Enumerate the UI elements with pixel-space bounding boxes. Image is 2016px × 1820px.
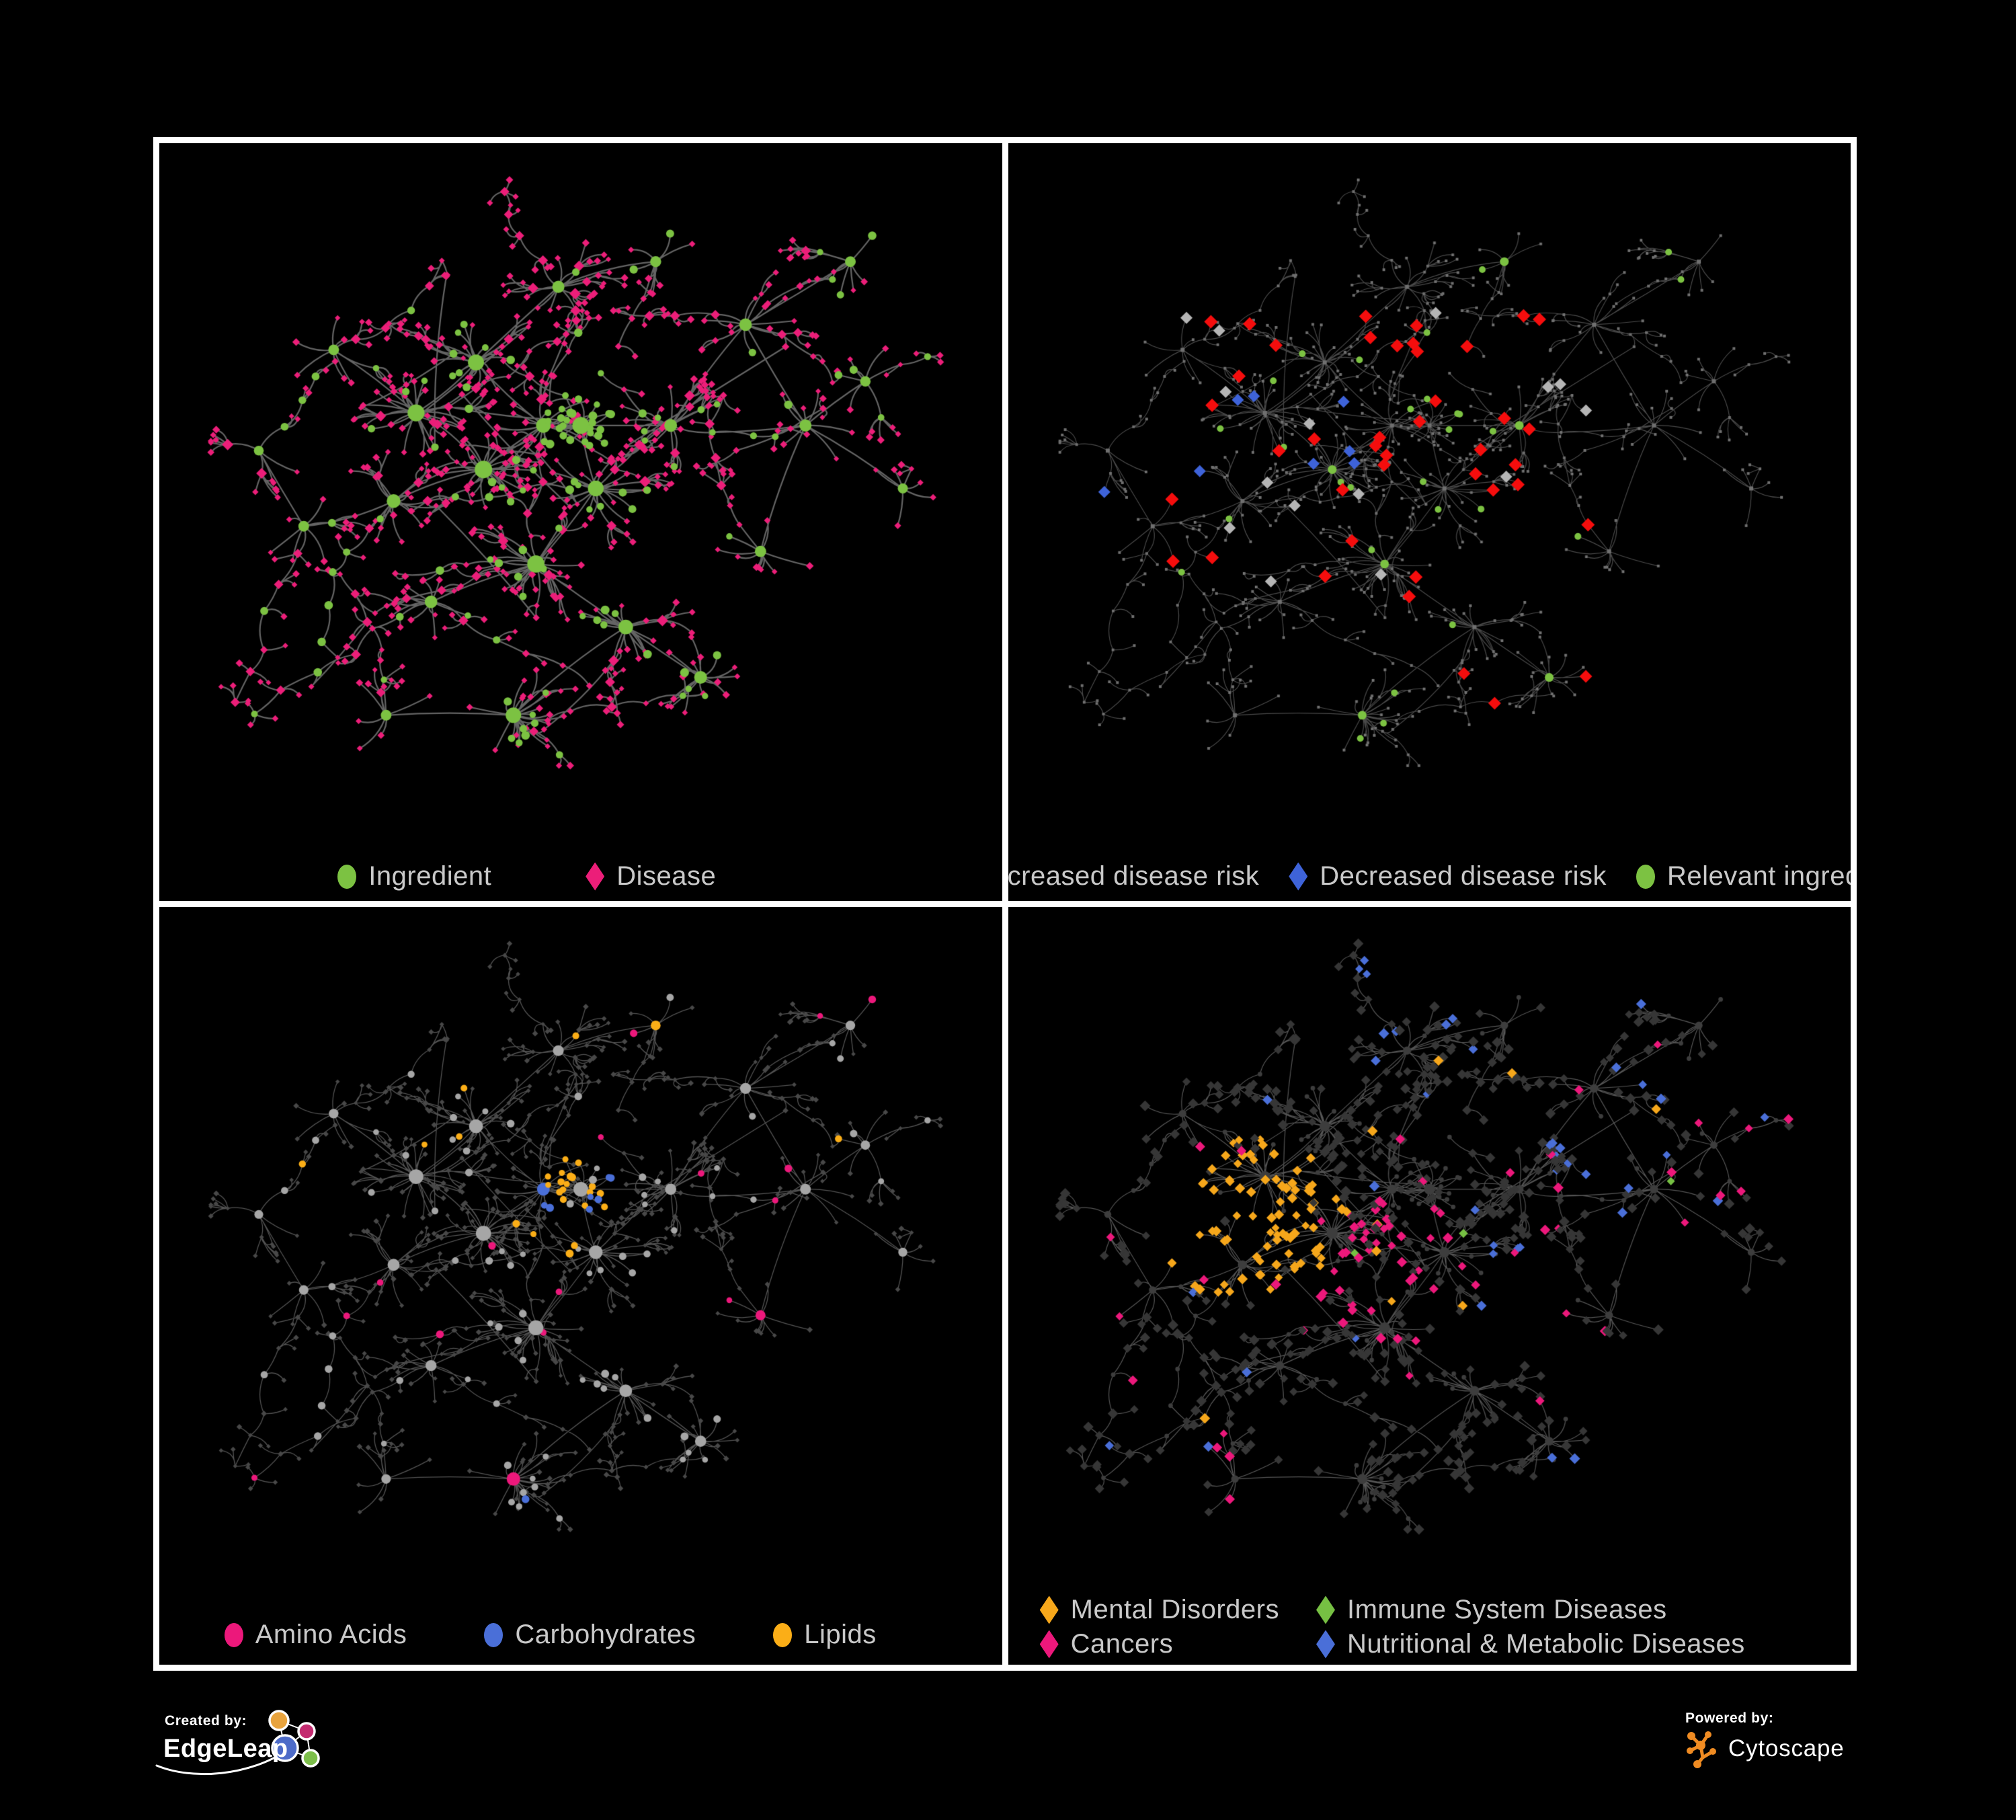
legend-label: Ingredient (368, 861, 492, 891)
cancers-diamond-icon (1039, 1630, 1059, 1659)
legend-disease-risk: Increased disease risk Decreased disease… (1008, 861, 1851, 892)
legend-item-carbohydrates: Carbohydrates (484, 1620, 696, 1650)
panel-disease-risk: Increased disease risk Decreased disease… (1008, 143, 1851, 901)
legend-label: Lipids (804, 1620, 877, 1649)
immune-system-diamond-icon (1316, 1595, 1335, 1624)
legend-label: Amino Acids (255, 1620, 407, 1649)
cytoscape-logo-text: Cytoscape (1728, 1735, 1845, 1762)
legend-item-nutritional-metabolic-diseases: Nutritional & Metabolic Diseases (1316, 1629, 1745, 1659)
created-by-label: Created by: (165, 1713, 247, 1729)
legend-item-disease: Disease (586, 861, 716, 892)
legend-item-lipids: Lipids (773, 1620, 877, 1650)
decreased-risk-diamond-icon (1289, 862, 1308, 891)
lipids-circle-icon (773, 1622, 793, 1647)
ingredient-circle-icon (337, 864, 357, 889)
edgeleap-branding: Created by: EdgeLeap (155, 1709, 505, 1803)
mental-disorders-diamond-icon (1039, 1595, 1059, 1624)
legend-label: Increased disease risk (1008, 861, 1260, 891)
relevant-ingredient-circle-icon (1636, 864, 1656, 889)
legend-disease-categories: Mental Disorders Immune System Diseases … (1008, 1595, 1814, 1659)
legend-label: Disease (616, 861, 717, 891)
disease-diamond-icon (586, 862, 605, 891)
legend-nutrient-classes: Amino Acids Carbohydrates Lipids (159, 1620, 972, 1650)
legend-item-relevant-ingredient: Relevant ingredient (1636, 861, 1851, 892)
carbohydrates-circle-icon (484, 1622, 503, 1647)
edgeleap-logo-text: EdgeLeap (163, 1735, 288, 1763)
network-graph-disease-categories (1008, 907, 1851, 1665)
legend-label: Relevant ingredient (1667, 861, 1851, 891)
legend-label: Carbohydrates (515, 1620, 696, 1649)
amino-acids-circle-icon (224, 1622, 243, 1647)
legend-item-amino-acids: Amino Acids (224, 1620, 407, 1650)
network-graph-disease-risk (1008, 143, 1851, 901)
legend-label: Decreased disease risk (1320, 861, 1607, 891)
legend-item-cancers: Cancers (1039, 1629, 1174, 1659)
legend-item-increased-risk: Increased disease risk (1008, 861, 1260, 892)
panel-grid: Ingredient Disease Increased disease ris… (153, 137, 1857, 1671)
legend-item-immune-system-diseases: Immune System Diseases (1316, 1595, 1667, 1625)
network-graph-ingredient-disease (159, 143, 1002, 901)
legend-label: Immune System Diseases (1347, 1595, 1667, 1624)
legend-ingredient-disease: Ingredient Disease (159, 861, 949, 892)
legend-item-mental-disorders: Mental Disorders (1039, 1595, 1279, 1625)
cytoscape-branding: Powered by: Cytoscape (1684, 1710, 1966, 1791)
edgeleap-logo-icon (155, 1710, 320, 1776)
legend-label: Nutritional & Metabolic Diseases (1347, 1629, 1745, 1659)
legend-label: Mental Disorders (1070, 1595, 1279, 1624)
panel-nutrient-classes: Amino Acids Carbohydrates Lipids (159, 907, 1002, 1665)
legend-item-ingredient: Ingredient (337, 861, 491, 892)
legend-item-decreased-risk: Decreased disease risk (1289, 861, 1607, 892)
cytoscape-logo-icon (1687, 1731, 1716, 1768)
legend-label: Cancers (1070, 1629, 1174, 1659)
powered-by-label: Powered by: (1685, 1710, 1774, 1726)
cytoscape-logo-row: Cytoscape (1684, 1729, 1966, 1768)
panel-ingredient-disease: Ingredient Disease (159, 143, 1002, 901)
nutritional-metabolic-diamond-icon (1316, 1630, 1335, 1659)
panel-disease-categories: Mental Disorders Immune System Diseases … (1008, 907, 1851, 1665)
network-graph-nutrient-classes (159, 907, 1002, 1665)
